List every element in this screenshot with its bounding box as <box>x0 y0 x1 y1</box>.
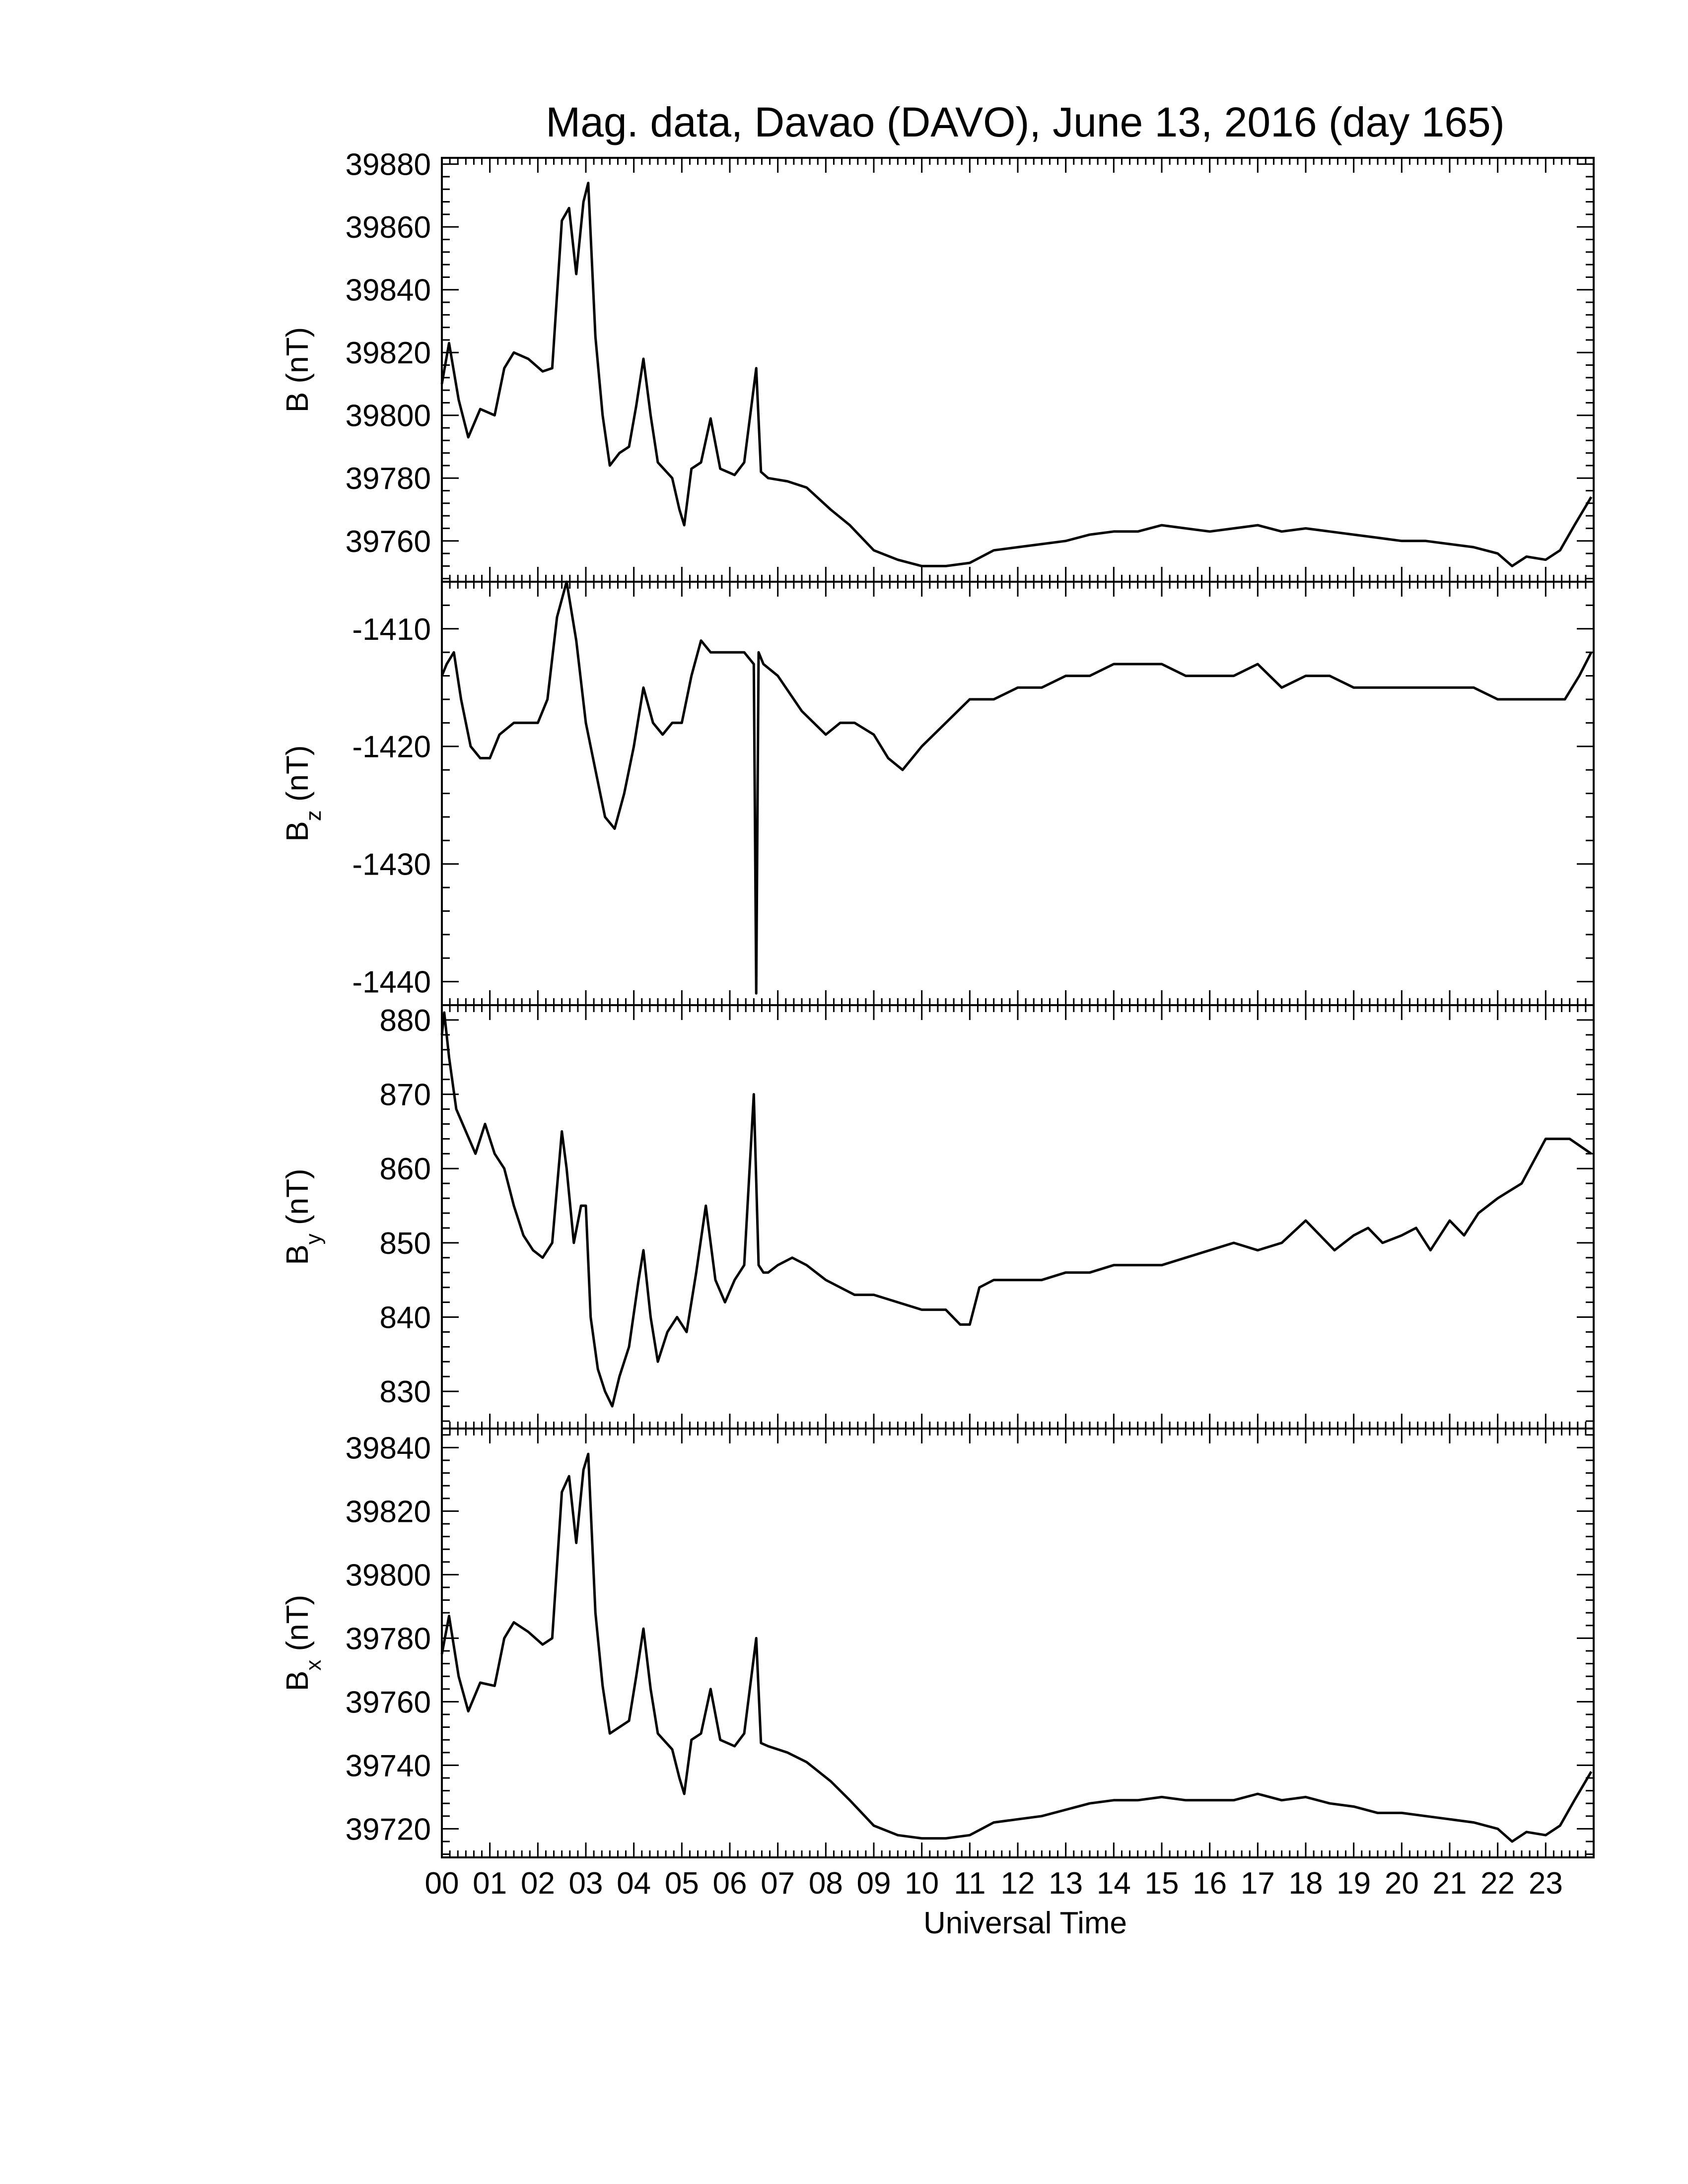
x-tick-label: 19 <box>1336 1866 1371 1901</box>
y-tick-label: 39800 <box>346 1558 431 1592</box>
x-tick-label: 16 <box>1193 1866 1227 1901</box>
y-tick-label: 850 <box>380 1227 431 1261</box>
x-tick-label: 07 <box>761 1866 795 1901</box>
y-tick-label: 830 <box>380 1375 431 1409</box>
panel-frame <box>441 157 1595 583</box>
y-tick-label: 39780 <box>346 1622 431 1656</box>
x-tick-label: 20 <box>1385 1866 1419 1901</box>
x-tick-label: 09 <box>857 1866 891 1901</box>
x-tick-label: 03 <box>569 1866 603 1901</box>
y-tick-label: 39800 <box>346 399 431 433</box>
x-tick-label: 12 <box>1001 1866 1035 1901</box>
series-line <box>440 1452 1593 1843</box>
y-tick-label: -1440 <box>352 965 431 1000</box>
x-tick-label: 22 <box>1480 1866 1515 1901</box>
y-tick-label: -1410 <box>352 613 431 647</box>
x-tick-label: 11 <box>954 1866 985 1901</box>
y-tick-label: 39760 <box>346 1685 431 1719</box>
chart-title: Mag. data, Davao (DAVO), June 13, 2016 (… <box>546 99 1505 145</box>
y-tick-label: 39840 <box>346 273 431 308</box>
y-tick-label: 39760 <box>346 525 431 559</box>
x-tick-label: 02 <box>521 1866 555 1901</box>
y-axis-label: Bx (nT) <box>281 1595 326 1691</box>
series-line <box>440 580 1593 995</box>
y-tick-label: 39720 <box>346 1812 431 1846</box>
y-tick-label: -1420 <box>352 730 431 764</box>
x-tick-label: 04 <box>617 1866 651 1901</box>
x-tick-label: 05 <box>665 1866 699 1901</box>
y-tick-label: 39780 <box>346 462 431 496</box>
x-tick-label: 18 <box>1289 1866 1323 1901</box>
panel-b: 39760 39780 39800 39820 39840 39860 39880 B (nT… <box>281 148 1595 583</box>
x-axis: 00 01 02 03 04 05 06 07 08 09 10 11 12 13 14 15 16 17 18 19… <box>425 1866 1563 1901</box>
series-line <box>440 1011 1592 1408</box>
x-tick-label: 10 <box>905 1866 939 1901</box>
panel-frame <box>441 1428 1595 1858</box>
x-tick-label: 08 <box>809 1866 843 1901</box>
x-tick-label: 00 <box>425 1866 459 1901</box>
panel-x: 39720 39740 39760 39780 39800 39820 39840 Bx (n… <box>281 1428 1595 1858</box>
x-tick-label: 21 <box>1433 1866 1467 1901</box>
y-axis-label: Bz (nT) <box>281 745 326 841</box>
x-tick-label: 06 <box>713 1866 747 1901</box>
y-tick-label: 39880 <box>346 148 431 182</box>
x-tick-label: 01 <box>473 1866 507 1901</box>
panel-z: -1440 -1430 -1420 -1410 Bz (nT) <box>281 580 1595 1006</box>
y-tick-label: 39740 <box>346 1749 431 1783</box>
x-tick-label: 23 <box>1529 1866 1563 1901</box>
x-axis-label: Universal Time <box>923 1906 1127 1940</box>
y-tick-label: 860 <box>380 1152 431 1186</box>
y-tick-label: 39860 <box>346 210 431 245</box>
x-tick-label: 13 <box>1049 1866 1083 1901</box>
panel-frame <box>441 581 1595 1006</box>
y-tick-label: 840 <box>380 1301 431 1335</box>
y-tick-label: 870 <box>380 1078 431 1112</box>
panel-frame <box>441 1004 1595 1430</box>
y-tick-label: 880 <box>380 1004 431 1038</box>
x-tick-label: 14 <box>1097 1866 1131 1901</box>
y-axis-label: B (nT) <box>281 327 315 412</box>
y-axis-label: By (nT) <box>281 1168 326 1265</box>
y-tick-label: 39840 <box>346 1431 431 1465</box>
series-line <box>440 182 1593 567</box>
y-tick-label: 39820 <box>346 1495 431 1529</box>
y-tick-label: 39820 <box>346 336 431 370</box>
x-tick-label: 15 <box>1145 1866 1179 1901</box>
panels: 39760 39780 39800 39820 39840 39860 39880 B (nT… <box>281 148 1595 1858</box>
panel-y: 830 840 850 860 870 880 By (nT) <box>281 1004 1595 1430</box>
y-tick-label: -1430 <box>352 848 431 882</box>
x-tick-label: 17 <box>1241 1866 1275 1901</box>
